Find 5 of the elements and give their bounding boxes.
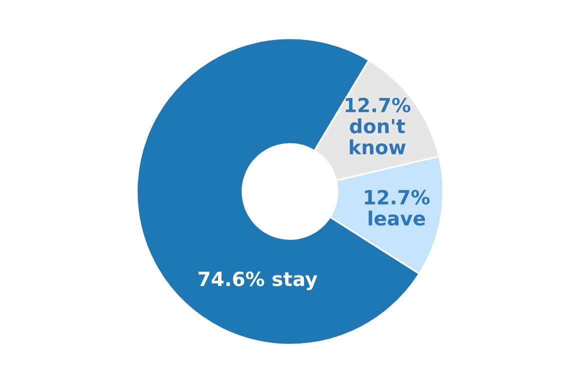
data-label: 12.7% [346, 98, 410, 112]
slice-label: leave [368, 210, 425, 226]
slice-label: 74.6% stay [198, 272, 318, 290]
slice-label: don't know [350, 118, 406, 154]
data-label: 12.7% [364, 190, 430, 205]
